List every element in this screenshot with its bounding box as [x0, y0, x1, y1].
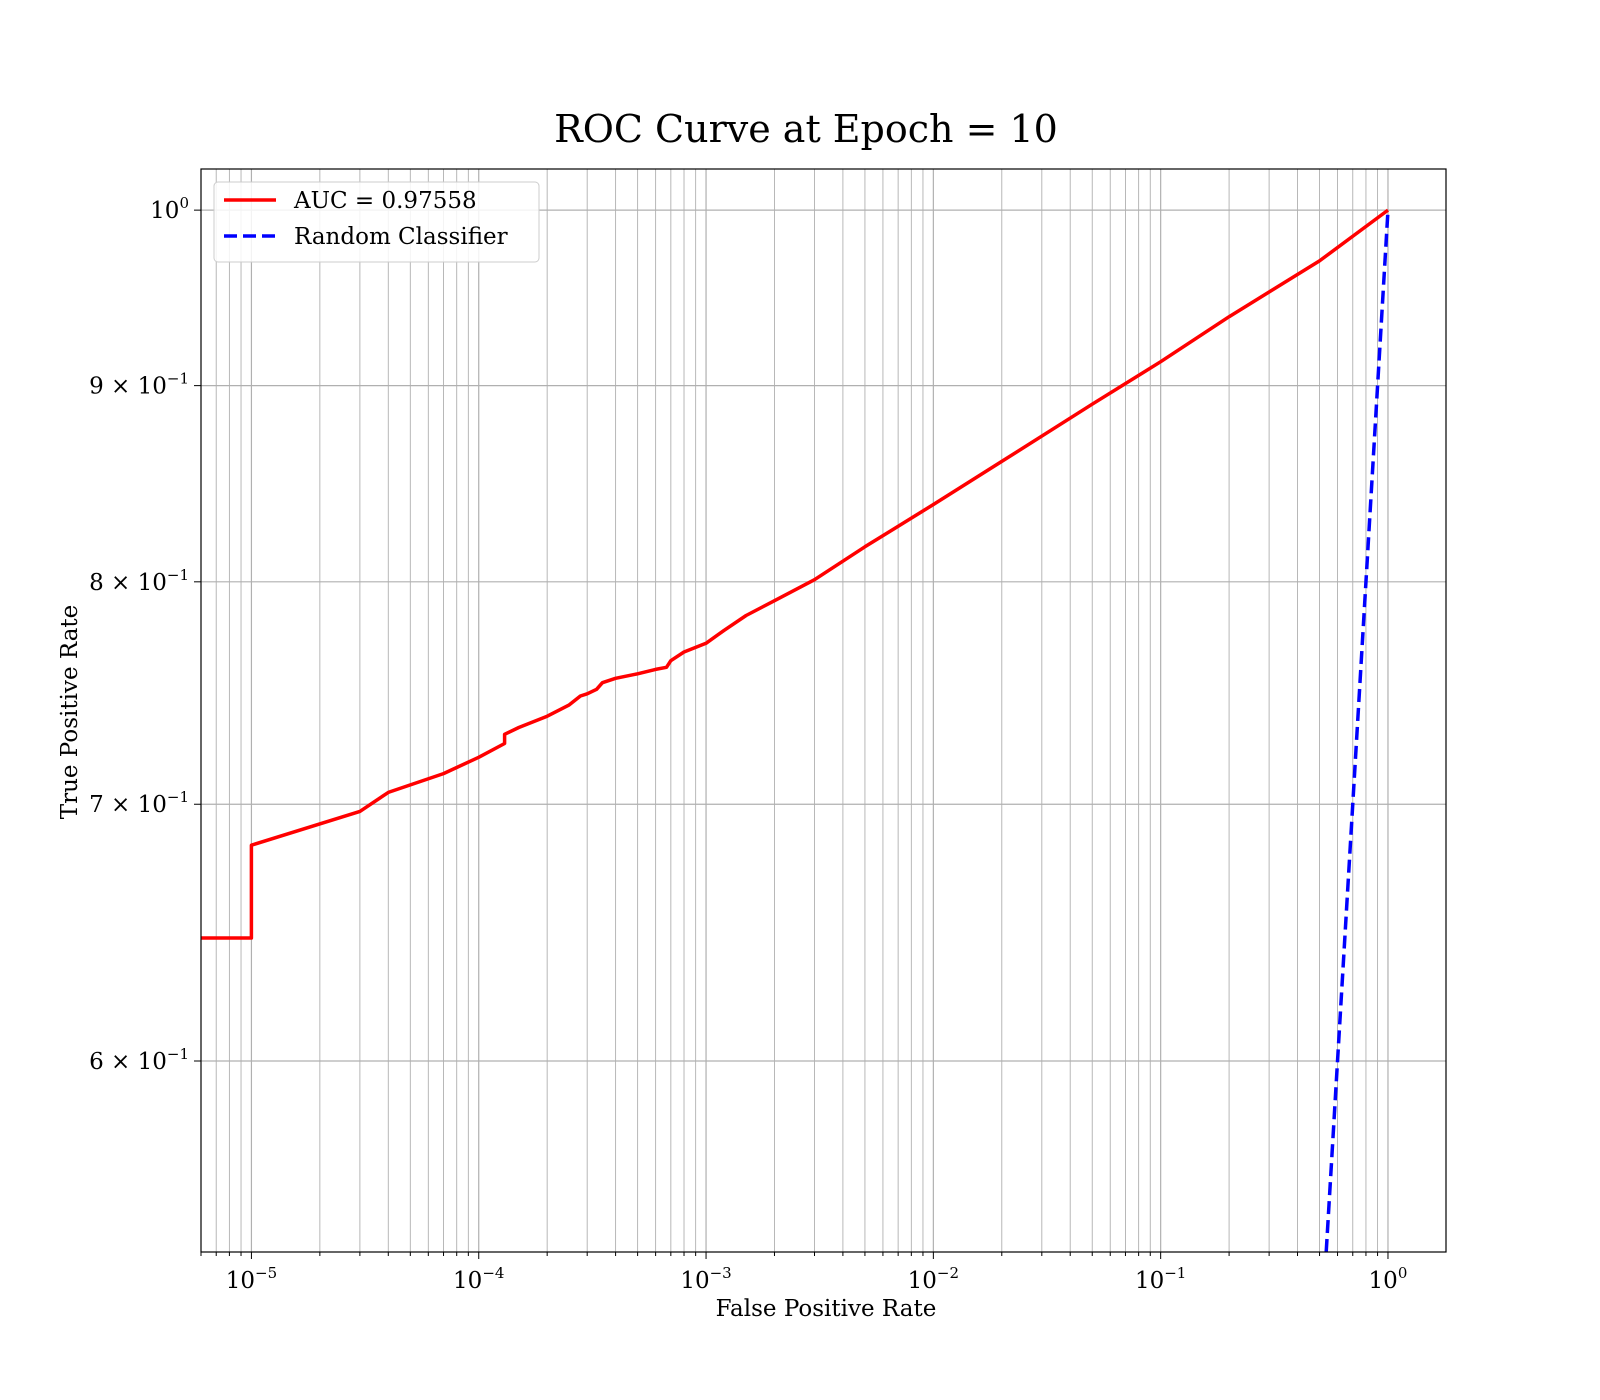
- y-tick-label: 7 × 10−1: [89, 788, 189, 818]
- y-tick-label: 100: [150, 194, 189, 224]
- y-axis-label: True Positive Rate: [57, 605, 83, 820]
- tick-marks: [194, 209, 1389, 1259]
- x-tick-label: 10−5: [226, 1264, 277, 1294]
- plot-frame: [200, 168, 1447, 1253]
- x-tick-label: 10−2: [908, 1264, 959, 1294]
- y-tick-label: 9 × 10−1: [89, 370, 189, 400]
- legend-box: [213, 181, 540, 263]
- legend-label-roc: AUC = 0.97558: [293, 188, 477, 214]
- tick-labels: 10−5 10−4 10−3 10−2 10−1 100 100 9 × 10−1 8 × 10…: [89, 194, 1407, 1294]
- y-tick-label: 8 × 10−1: [89, 566, 189, 596]
- grid: [200, 169, 1446, 1252]
- x-tick-label: 10−1: [1135, 1264, 1186, 1294]
- y-tick-label: 6 × 10−1: [89, 1045, 189, 1075]
- x-tick-label: 10−3: [680, 1264, 731, 1294]
- x-axis-label: False Positive Rate: [716, 1296, 937, 1322]
- random-classifier-line: [1324, 209, 1390, 1252]
- legend-label-random: Random Classifier: [294, 224, 508, 250]
- x-tick-label: 10−4: [453, 1264, 504, 1294]
- chart-title: ROC Curve at Epoch = 10: [554, 107, 1058, 151]
- series-lines: [201, 208, 1390, 1252]
- roc-curve-line: [201, 208, 1390, 940]
- x-tick-label: 100: [1369, 1264, 1408, 1294]
- legend: AUC = 0.97558 Random Classifier: [213, 181, 540, 263]
